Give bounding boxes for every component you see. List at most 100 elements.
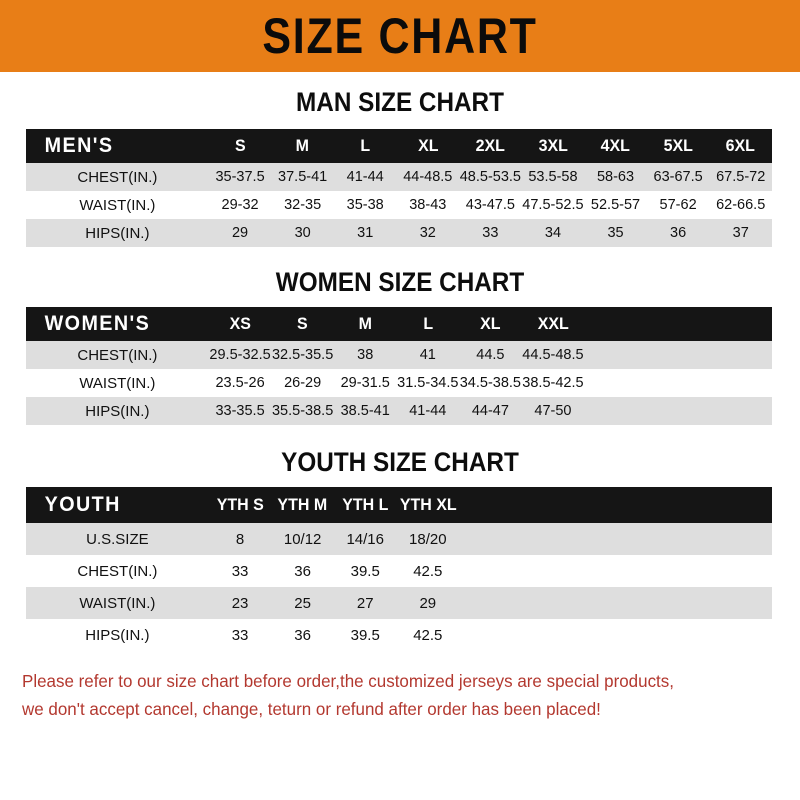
women-table-wrap: WOMEN'S XS S M L XL XXL CHEST(IN.) 29.5-32.5 32.… — [26, 307, 774, 425]
measurement-cell: 37.5-41 — [278, 169, 328, 185]
table-row: WAIST(IN.) 29-32 32-35 35-38 38-43 43-47.5 47.… — [26, 191, 772, 219]
measurement-cell: 38.5-42.5 — [522, 375, 584, 391]
column-header-s: S — [234, 136, 246, 155]
row-label: HIPS(IN.) — [85, 626, 150, 644]
measurement-cell: 32.5-35.5 — [271, 347, 334, 363]
measurement-cell: 29 — [231, 225, 249, 241]
measurement-cell-empty — [522, 523, 585, 555]
measurement-cell: 33-35.5 — [215, 403, 265, 419]
measurement-cell: 23 — [231, 594, 249, 612]
table-row: WAIST(IN.) 23.5-26 26-29 29-31.5 31.5-34.5 34… — [26, 369, 772, 397]
measurement-cell: 42.5 — [413, 562, 443, 580]
disclaimer-line-2: we don't accept cancel, change, teturn o… — [22, 699, 601, 719]
table-row: CHEST(IN.) 29.5-32.5 32.5-35.5 38 41 44.5 44.5… — [26, 341, 772, 369]
measurement-cell-empty — [459, 523, 522, 555]
measurement-cell-empty — [709, 619, 772, 651]
column-header-empty — [711, 307, 770, 341]
men-table-head: MEN'S S M L XL 2XL 3XL 4XL 5XL 6XL — [26, 129, 772, 163]
men-table-wrap: MEN'S S M L XL 2XL 3XL 4XL 5XL 6XL CHEST(IN.) 35-3… — [26, 129, 774, 247]
column-header-yth-l: YTH L — [342, 495, 389, 514]
column-header-empty — [461, 487, 520, 523]
measurement-cell-empty — [647, 397, 710, 425]
measurement-cell: 41 — [419, 347, 436, 363]
measurement-cell: 57-62 — [659, 197, 697, 213]
column-header-m: M — [358, 314, 372, 333]
measurement-cell: 38 — [357, 347, 374, 363]
measurement-cell: 32-35 — [284, 197, 322, 213]
measurement-cell-empty — [459, 587, 522, 619]
disclaimer-line-1: Please refer to our size chart before or… — [22, 671, 674, 691]
youth-table-body: U.S.SIZE 8 10/12 14/16 18/20 CHEST(IN.) 33 36 39… — [26, 523, 772, 651]
women-table-body: CHEST(IN.) 29.5-32.5 32.5-35.5 38 41 44.5 44.5… — [26, 341, 772, 425]
table-row: WAIST(IN.) 23 25 27 29 — [26, 587, 772, 619]
measurement-cell: 41-44 — [346, 169, 384, 185]
measurement-cell: 38-43 — [409, 197, 447, 213]
row-label: HIPS(IN.) — [85, 402, 150, 420]
table-row: CHEST(IN.) 35-37.5 37.5-41 41-44 44-48.5 48.5… — [26, 163, 772, 191]
row-label: WAIST(IN.) — [79, 374, 156, 392]
row-label: HIPS(IN.) — [85, 224, 150, 242]
measurement-cell: 33 — [231, 626, 249, 644]
measurement-cell: 10/12 — [283, 530, 322, 548]
measurement-cell: 33 — [231, 562, 249, 580]
measurement-cell: 44.5 — [476, 347, 505, 363]
measurement-cell: 44-47 — [471, 403, 509, 419]
women-size-table: WOMEN'S XS S M L XL XXL CHEST(IN.) 29.5-32.5 32.… — [26, 307, 772, 425]
measurement-cell: 44.5-48.5 — [522, 347, 584, 363]
measurement-cell: 39.5 — [350, 562, 380, 580]
measurement-cell: 47-50 — [534, 403, 572, 419]
measurement-cell: 53.5-58 — [528, 169, 578, 185]
measurement-cell: 33 — [482, 225, 499, 241]
measurement-cell: 35 — [607, 225, 624, 241]
youth-table-head: YOUTH YTH S YTH M YTH L YTH XL — [26, 487, 772, 523]
measurement-cell-empty — [709, 555, 772, 587]
column-header-2xl: 2XL — [475, 136, 506, 155]
row-label: CHEST(IN.) — [77, 562, 158, 580]
column-header-empty — [586, 487, 645, 523]
measurement-cell: 29.5-32.5 — [209, 347, 271, 363]
column-header-xl: XL — [480, 314, 501, 333]
row-label-header: WOMEN'S — [44, 312, 151, 335]
page-banner: SIZE CHART — [0, 0, 800, 72]
youth-table-wrap: YOUTH YTH S YTH M YTH L YTH XL U.S.SIZE 8 10/1… — [26, 487, 774, 651]
measurement-cell-empty — [584, 523, 647, 555]
measurement-cell: 18/20 — [409, 530, 447, 548]
column-header-yth-m: YTH M — [277, 495, 328, 514]
order-disclaimer: Please refer to our size chart before or… — [22, 667, 755, 723]
measurement-cell-empty — [647, 341, 710, 369]
measurement-cell-empty — [584, 341, 647, 369]
measurement-cell: 23.5-26 — [215, 375, 265, 391]
measurement-cell-empty — [522, 587, 585, 619]
column-header-yth-xl: YTH XL — [399, 495, 457, 514]
row-label-header: MEN'S — [44, 134, 114, 157]
measurement-cell: 34 — [544, 225, 562, 241]
table-row: HIPS(IN.) 29 30 31 32 33 34 35 36 37 — [26, 219, 772, 247]
measurement-cell: 41-44 — [409, 403, 447, 419]
measurement-cell: 29-31.5 — [340, 375, 390, 391]
section-title-youth: YOUTH SIZE CHART — [281, 447, 519, 477]
measurement-cell: 32 — [419, 225, 436, 241]
table-header-row: MEN'S S M L XL 2XL 3XL 4XL 5XL 6XL — [26, 129, 772, 163]
column-header-empty — [586, 307, 645, 341]
measurement-cell: 36 — [294, 626, 311, 644]
men-table-body: CHEST(IN.) 35-37.5 37.5-41 41-44 44-48.5 48.5… — [26, 163, 772, 247]
measurement-cell: 67.5-72 — [716, 169, 766, 185]
section-title-man: MAN SIZE CHART — [296, 87, 504, 117]
column-header-empty — [649, 487, 708, 523]
measurement-cell-empty — [522, 555, 585, 587]
measurement-cell: 42.5 — [413, 626, 443, 644]
table-row: HIPS(IN.) 33 36 39.5 42.5 — [26, 619, 772, 651]
section-title-women: WOMEN SIZE CHART — [275, 267, 525, 297]
measurement-cell-empty — [647, 555, 710, 587]
row-label: CHEST(IN.) — [77, 346, 158, 364]
row-label: CHEST(IN.) — [77, 168, 158, 186]
measurement-cell: 52.5-57 — [590, 197, 641, 213]
women-table-head: WOMEN'S XS S M L XL XXL — [26, 307, 772, 341]
column-header-l: L — [360, 136, 371, 155]
measurement-cell-empty — [584, 369, 647, 397]
measurement-cell-empty — [709, 523, 772, 555]
measurement-cell: 27 — [356, 594, 374, 612]
measurement-cell-empty — [522, 619, 585, 651]
row-label: WAIST(IN.) — [79, 196, 156, 214]
